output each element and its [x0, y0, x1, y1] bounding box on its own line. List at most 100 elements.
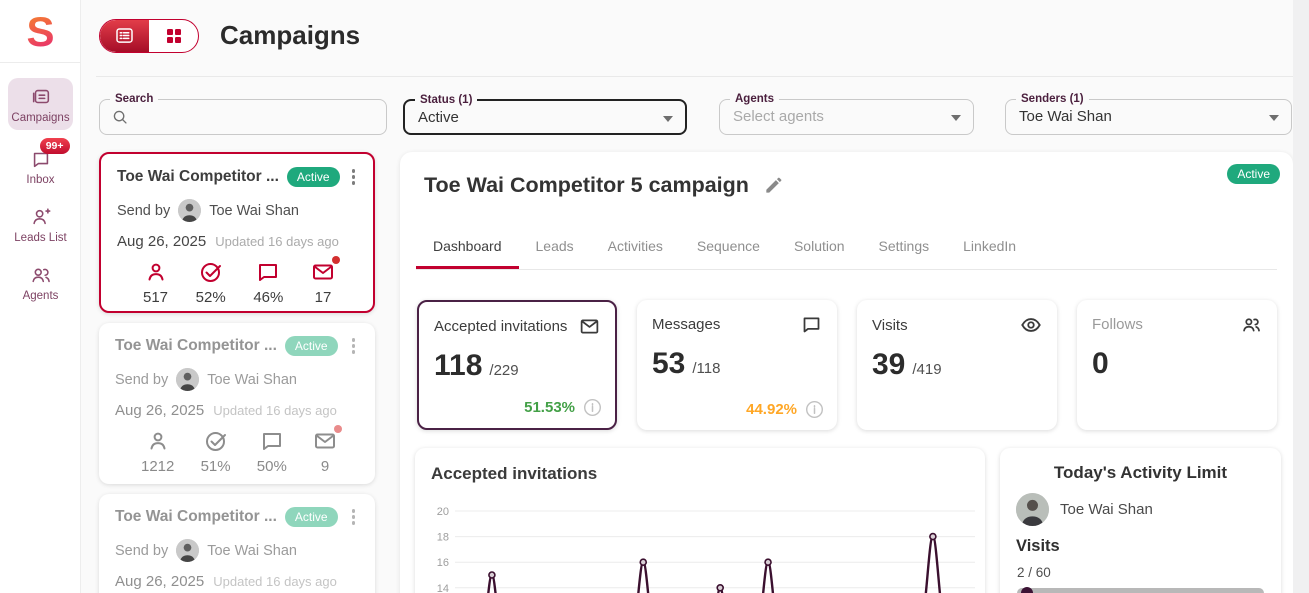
visits-card[interactable]: Visits 39 /419: [857, 300, 1057, 430]
sidebar-item-label: Inbox: [26, 174, 55, 186]
leads-value: 517: [143, 289, 169, 306]
sender-avatar: [176, 539, 200, 562]
accepted-stat: 52%: [196, 260, 226, 306]
activity-metric-label: Visits: [1016, 537, 1060, 555]
edit-pencil-icon[interactable]: [763, 176, 783, 196]
app-logo[interactable]: S: [0, 6, 81, 58]
messages-value: 9: [320, 458, 330, 475]
info-icon[interactable]: [583, 398, 602, 417]
list-view-icon: [116, 27, 133, 45]
search-icon: [111, 108, 129, 126]
replied-value: 50%: [256, 458, 287, 475]
progress-thumb[interactable]: [1021, 587, 1034, 593]
tab-sequence[interactable]: Sequence: [696, 238, 760, 254]
campaign-card[interactable]: Toe Wai Competitor ... Active Send by To…: [99, 152, 375, 313]
person-icon: [144, 260, 168, 284]
sidebar-item-leads-list[interactable]: Leads List: [8, 198, 73, 250]
tab-activities[interactable]: Activities: [607, 238, 663, 254]
tab-solution[interactable]: Solution: [793, 238, 845, 254]
send-by-label: Send by: [117, 202, 171, 219]
user-name: Toe Wai Shan: [1060, 501, 1153, 518]
sender-avatar: [178, 199, 202, 222]
accepted-invitations-card[interactable]: Accepted invitations 118 /229 51.53%: [417, 300, 617, 430]
sidebar-item-inbox[interactable]: 99+ Inbox: [8, 138, 73, 192]
follows-card[interactable]: Follows 0: [1077, 300, 1277, 430]
svg-text:16: 16: [437, 557, 449, 569]
senders-filter-value: Toe Wai Shan: [1019, 108, 1112, 125]
sidebar: S Campaigns 99+ Inbox: [0, 0, 81, 593]
tab-settings[interactable]: Settings: [878, 238, 930, 254]
chevron-down-icon[interactable]: [663, 116, 673, 122]
status-badge: Active: [286, 167, 340, 187]
agents-filter-placeholder: Select agents: [733, 108, 824, 125]
tabs-bar: Dashboard Leads Activities Sequence Solu…: [416, 228, 1277, 270]
campaign-card[interactable]: Toe Wai Competitor ... Active Send by To…: [99, 323, 375, 484]
grid-view-icon: [166, 27, 182, 45]
search-field[interactable]: Search: [99, 92, 387, 135]
status-badge: Active: [284, 507, 338, 527]
senders-filter-label: Senders (1): [1016, 92, 1089, 106]
mail-icon: [311, 256, 340, 284]
leads-stat: 1212: [141, 429, 174, 475]
campaign-updated: Updated 16 days ago: [213, 403, 337, 418]
list-view-button[interactable]: [100, 20, 149, 52]
search-input[interactable]: [136, 105, 366, 129]
sidebar-item-label: Leads List: [14, 232, 67, 244]
activity-progress-text: 2 / 60: [1017, 565, 1051, 580]
activity-progress-bar[interactable]: [1017, 587, 1264, 593]
check-circle-icon: [199, 260, 223, 284]
status-badge: Active: [284, 336, 338, 356]
campaign-title: Toe Wai Competitor 5 campaign: [424, 173, 749, 197]
sender-name: Toe Wai Shan: [207, 371, 297, 388]
stat-label: Follows: [1092, 316, 1143, 333]
sidebar-item-agents[interactable]: Agents: [8, 256, 73, 308]
chevron-down-icon[interactable]: [951, 115, 961, 121]
stat-value: 53: [652, 347, 686, 380]
check-circle-icon: [204, 429, 228, 453]
status-filter[interactable]: Status (1) Active: [403, 93, 687, 135]
replied-value: 46%: [253, 289, 284, 306]
svg-text:14: 14: [437, 583, 449, 593]
replied-stat: 46%: [253, 260, 283, 306]
campaign-card[interactable]: Toe Wai Competitor ... Active Send by To…: [99, 494, 375, 593]
chevron-down-icon[interactable]: [1269, 115, 1279, 121]
stat-total: /419: [912, 361, 942, 378]
campaign-card-title: Toe Wai Competitor ...: [115, 508, 277, 525]
inbox-unread-badge: 99+: [39, 138, 70, 154]
messages-card[interactable]: Messages 53 /118 44.92%: [637, 300, 837, 430]
stat-total: /229: [489, 362, 519, 379]
unread-dot: [331, 256, 340, 264]
scroll-gutter[interactable]: [1293, 0, 1309, 593]
svg-text:18: 18: [437, 532, 449, 544]
stat-label: Visits: [872, 316, 908, 334]
kebab-menu-icon[interactable]: [348, 507, 360, 527]
tab-linkedin[interactable]: LinkedIn: [963, 238, 1017, 254]
agents-filter[interactable]: Agents Select agents: [719, 92, 974, 135]
people-icon: [1241, 314, 1262, 335]
stat-percent: 44.92%: [746, 401, 797, 418]
tab-leads[interactable]: Leads: [535, 238, 574, 254]
campaigns-icon: [29, 85, 53, 109]
agents-filter-label: Agents: [730, 92, 779, 106]
mail-icon: [313, 425, 342, 453]
activity-limit-title: Today's Activity Limit: [1053, 463, 1228, 482]
kebab-menu-icon[interactable]: [348, 167, 360, 187]
grid-view-button[interactable]: [149, 20, 198, 52]
accepted-invitations-chart-card: Accepted invitations 20 18 16 14: [415, 448, 985, 593]
kebab-menu-icon[interactable]: [348, 336, 360, 356]
stat-percent: 51.53%: [524, 399, 575, 416]
info-icon[interactable]: [805, 400, 824, 419]
messages-stat: 9: [313, 425, 342, 475]
sidebar-item-label: Agents: [22, 290, 59, 302]
leads-stat: 517: [143, 260, 168, 306]
status-filter-value: Active: [418, 109, 459, 126]
sender-name: Toe Wai Shan: [209, 202, 299, 219]
tab-dashboard[interactable]: Dashboard: [416, 228, 519, 269]
sidebar-item-campaigns[interactable]: Campaigns: [8, 78, 73, 130]
send-by-label: Send by: [115, 542, 169, 559]
campaign-detail-panel: Toe Wai Competitor 5 campaign Active Das…: [400, 152, 1293, 593]
sidebar-divider: [0, 62, 81, 63]
senders-filter[interactable]: Senders (1) Toe Wai Shan: [1005, 92, 1292, 135]
stat-total: /118: [692, 360, 721, 377]
